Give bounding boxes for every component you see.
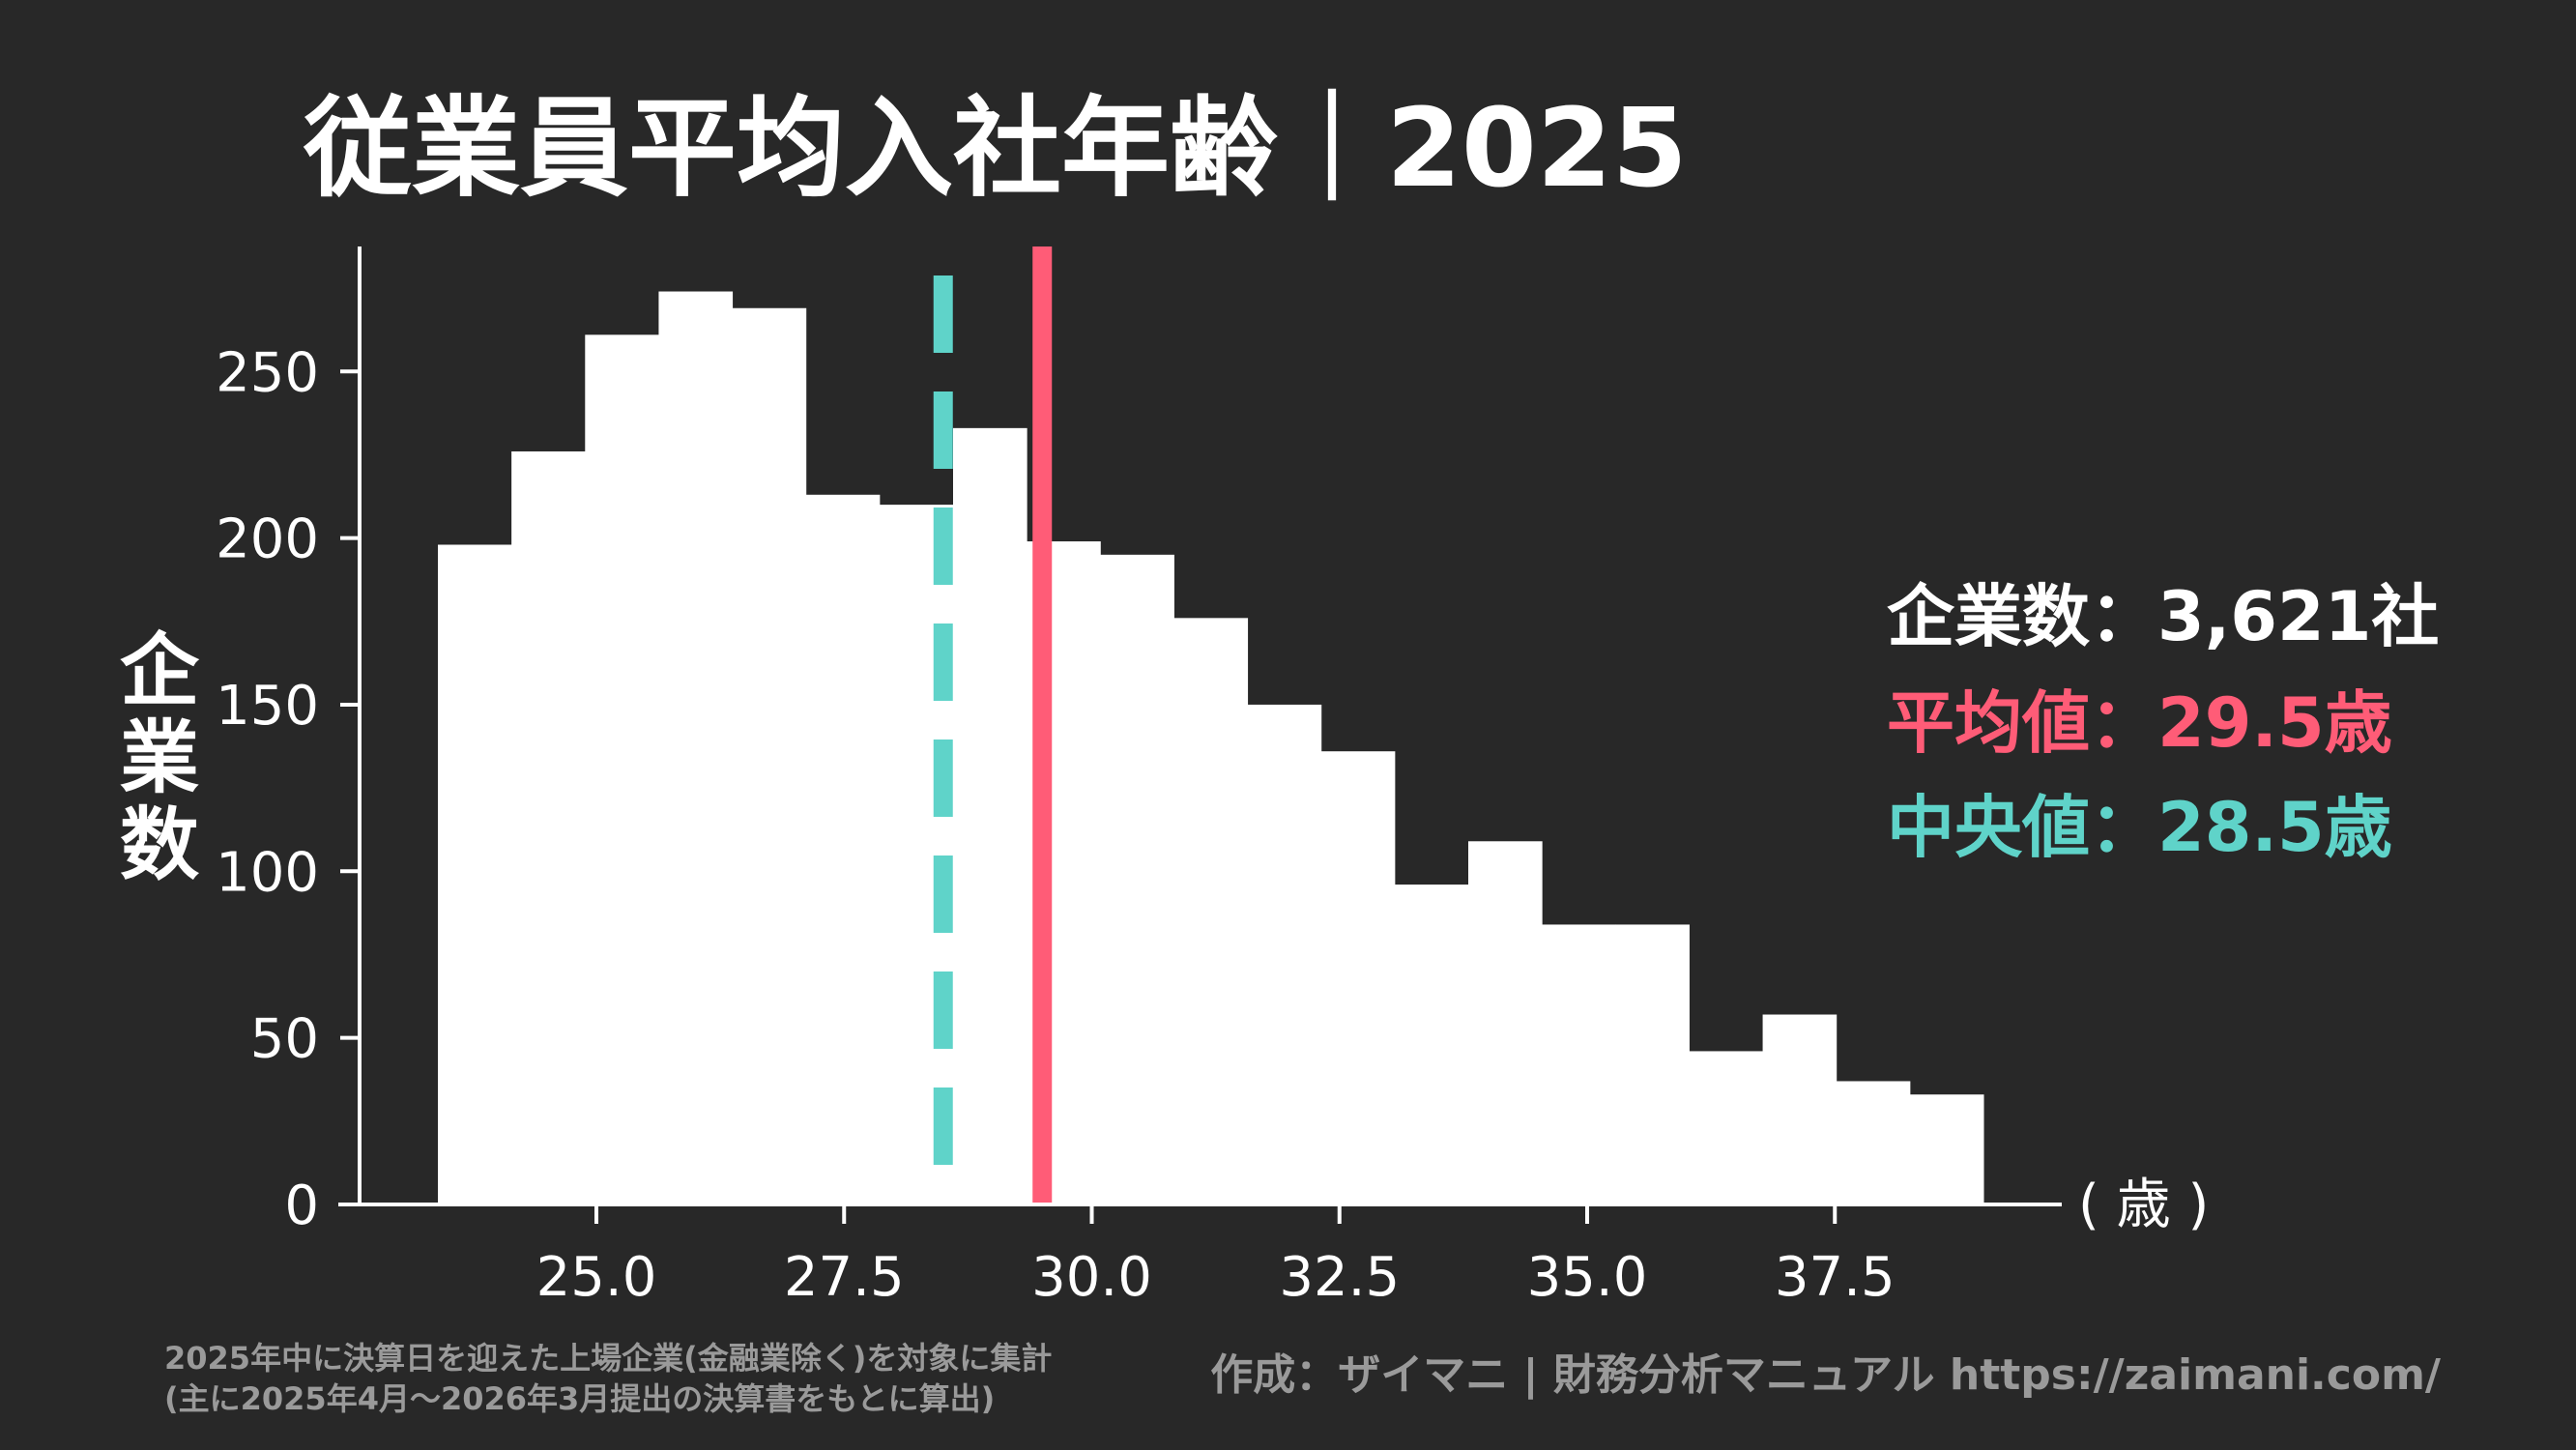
y-tick-label: 200 [216, 508, 319, 571]
x-axis-label: ( 歳 ) [2078, 1174, 2209, 1236]
chart-title: 従業員平均入社年齢｜2025 [303, 86, 1688, 212]
bars [438, 291, 1984, 1205]
y-tick-label: 50 [250, 1008, 319, 1071]
y-tick-label: 150 [216, 675, 319, 738]
histogram-bar [1615, 924, 1690, 1204]
y-ticks: 0 50 100 150 200 250 [216, 341, 360, 1237]
footnote-line2: (主に2025年4月～2026年3月提出の決算書をもとに算出) [164, 1380, 995, 1417]
x-ticks: 25.0 27.5 30.0 32.5 35.0 37.5 [536, 1204, 1896, 1309]
histogram-bar [1394, 884, 1469, 1204]
x-tick-label: 37.5 [1775, 1246, 1896, 1309]
histogram-bar [1173, 618, 1249, 1204]
histogram-bar [732, 307, 807, 1205]
y-tick-label: 100 [216, 841, 319, 904]
x-tick-label: 27.5 [784, 1246, 905, 1309]
histogram-bar [805, 494, 881, 1204]
histogram-bar [1247, 704, 1322, 1204]
histogram-bar [585, 334, 659, 1204]
histogram-bar [1762, 1014, 1838, 1204]
histogram-bar [1909, 1094, 1984, 1204]
y-axis-label: 企業数 [106, 628, 199, 889]
histogram-bar [953, 427, 1028, 1204]
histogram-bar [658, 291, 734, 1205]
stat-count: 企業数：3,621社 [1887, 577, 2439, 656]
stat-mean: 平均値：29.5歳 [1887, 683, 2392, 763]
x-tick-label: 32.5 [1279, 1246, 1400, 1309]
histogram-bar [511, 450, 586, 1204]
stat-median: 中央値：28.5歳 [1887, 788, 2392, 867]
histogram-bar [1836, 1081, 1911, 1204]
credit: 作成：ザイマニ | 財務分析マニュアル https://zaimani.com/ [1210, 1350, 2442, 1400]
footnote-line1: 2025年中に決算日を迎えた上場企業(金融業除く)を対象に集計 [164, 1340, 1052, 1377]
x-tick-label: 30.0 [1031, 1246, 1152, 1309]
x-tick-label: 25.0 [536, 1246, 657, 1309]
y-tick-label: 0 [284, 1174, 319, 1237]
histogram-bar [1689, 1051, 1764, 1204]
histogram-bar [1100, 554, 1174, 1204]
histogram-bar [1468, 841, 1543, 1204]
histogram-bar [1320, 751, 1396, 1204]
x-tick-label: 35.0 [1527, 1246, 1648, 1309]
histogram-bar [438, 544, 512, 1204]
histogram-bar [1542, 924, 1616, 1204]
y-tick-label: 250 [216, 341, 319, 404]
